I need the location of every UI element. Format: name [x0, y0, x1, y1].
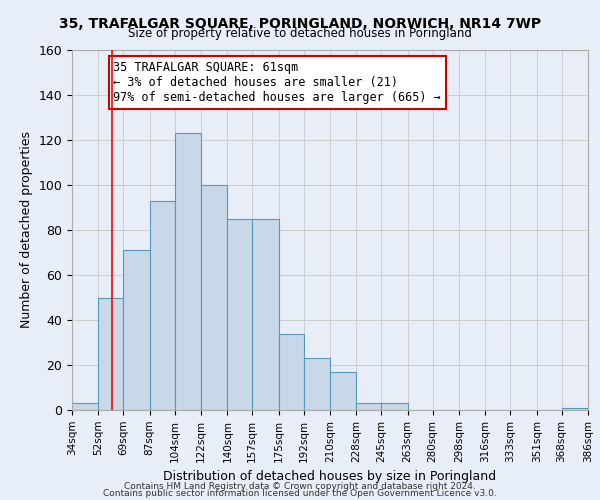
Bar: [253, 219, 278, 410]
Bar: [227, 219, 253, 410]
Bar: [382, 403, 407, 410]
Bar: [562, 408, 588, 410]
Text: Contains public sector information licensed under the Open Government Licence v3: Contains public sector information licen…: [103, 490, 497, 498]
Bar: [330, 372, 356, 410]
Bar: [304, 358, 330, 410]
Bar: [149, 200, 175, 410]
Text: 35 TRAFALGAR SQUARE: 61sqm
← 3% of detached houses are smaller (21)
97% of semi-: 35 TRAFALGAR SQUARE: 61sqm ← 3% of detac…: [113, 61, 441, 104]
Text: Contains HM Land Registry data © Crown copyright and database right 2024.: Contains HM Land Registry data © Crown c…: [124, 482, 476, 491]
Y-axis label: Number of detached properties: Number of detached properties: [20, 132, 33, 328]
Bar: [175, 134, 201, 410]
Bar: [72, 403, 98, 410]
Bar: [201, 185, 227, 410]
Text: Size of property relative to detached houses in Poringland: Size of property relative to detached ho…: [128, 28, 472, 40]
X-axis label: Distribution of detached houses by size in Poringland: Distribution of detached houses by size …: [163, 470, 497, 483]
Text: 35, TRAFALGAR SQUARE, PORINGLAND, NORWICH, NR14 7WP: 35, TRAFALGAR SQUARE, PORINGLAND, NORWIC…: [59, 18, 541, 32]
Bar: [356, 403, 382, 410]
Bar: [98, 298, 124, 410]
Bar: [124, 250, 149, 410]
Bar: [278, 334, 304, 410]
